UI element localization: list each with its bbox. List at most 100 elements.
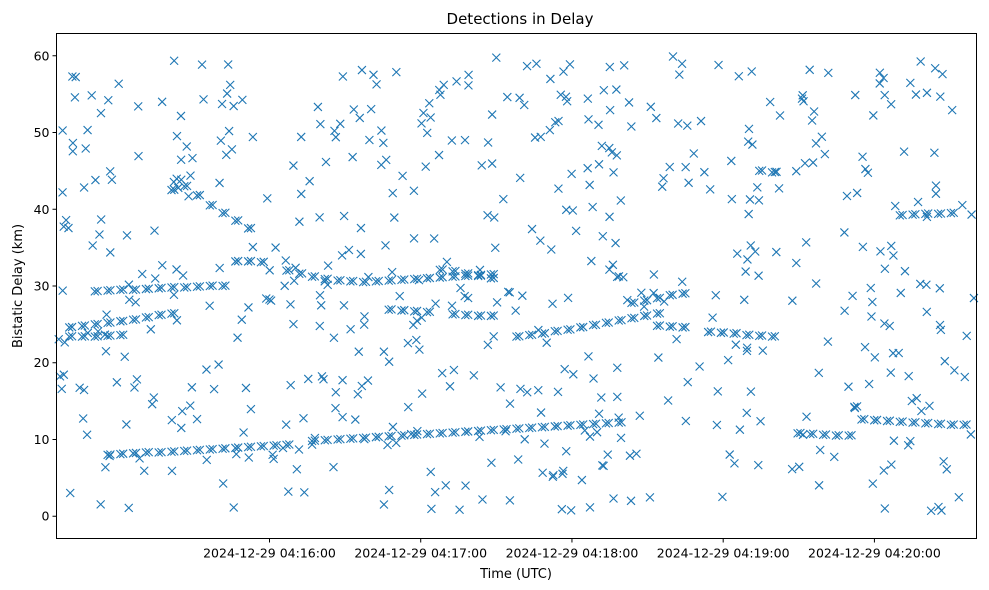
detection-point bbox=[445, 381, 455, 391]
detection-point bbox=[144, 312, 154, 322]
detection-point bbox=[850, 90, 860, 100]
detection-point bbox=[319, 374, 328, 384]
detection-point bbox=[548, 472, 558, 482]
detection-point bbox=[556, 90, 566, 100]
detection-point bbox=[651, 113, 661, 123]
detection-point bbox=[80, 321, 90, 330]
detection-point bbox=[910, 209, 920, 219]
detection-point bbox=[895, 211, 905, 220]
detection-point bbox=[489, 332, 499, 341]
detection-point bbox=[712, 420, 722, 430]
y-tick-label: 20 bbox=[34, 355, 50, 370]
detection-point bbox=[807, 116, 817, 125]
detection-point bbox=[80, 331, 90, 341]
detection-point bbox=[464, 70, 473, 80]
detection-point bbox=[218, 444, 227, 454]
detection-point bbox=[67, 322, 77, 332]
detection-point bbox=[823, 68, 833, 78]
detection-point bbox=[805, 65, 815, 75]
y-tick-label: 50 bbox=[34, 125, 50, 140]
detection-point bbox=[681, 162, 691, 172]
detection-point bbox=[473, 271, 483, 281]
detection-point bbox=[612, 392, 622, 402]
detection-point bbox=[339, 211, 349, 221]
detection-point bbox=[882, 416, 892, 426]
detection-point bbox=[678, 289, 687, 299]
detection-point bbox=[568, 369, 578, 379]
detection-point bbox=[338, 375, 347, 385]
detection-point bbox=[653, 353, 663, 362]
detection-point bbox=[800, 158, 810, 168]
detection-point bbox=[665, 322, 675, 332]
detection-point bbox=[118, 330, 128, 340]
detection-point bbox=[614, 316, 624, 325]
detection-point bbox=[417, 389, 427, 399]
detection-point bbox=[741, 267, 751, 276]
detection-point bbox=[483, 210, 492, 220]
detection-point bbox=[566, 506, 576, 515]
detection-point bbox=[505, 399, 515, 409]
detection-point bbox=[323, 435, 332, 445]
y-tick-label: 10 bbox=[34, 432, 50, 447]
detection-point bbox=[489, 213, 499, 222]
detection-point bbox=[296, 132, 306, 142]
detection-point bbox=[695, 362, 704, 371]
detection-point bbox=[791, 166, 801, 176]
detection-point bbox=[169, 447, 179, 456]
detection-point bbox=[452, 77, 461, 86]
detection-point bbox=[870, 352, 880, 362]
detection-point bbox=[561, 92, 571, 102]
detection-point bbox=[65, 488, 75, 498]
detection-point bbox=[774, 184, 784, 193]
detection-point bbox=[131, 285, 141, 294]
detection-point bbox=[875, 79, 885, 88]
detection-point bbox=[131, 448, 141, 458]
detection-point bbox=[167, 309, 176, 319]
detection-point bbox=[437, 368, 447, 378]
detection-point bbox=[880, 504, 890, 513]
detection-point bbox=[383, 440, 392, 450]
detection-point bbox=[179, 283, 189, 292]
detection-point bbox=[93, 331, 102, 341]
detection-point bbox=[808, 429, 818, 439]
detection-point bbox=[604, 143, 614, 153]
detection-point bbox=[577, 475, 587, 485]
detection-point bbox=[384, 485, 394, 495]
detection-point bbox=[167, 466, 177, 476]
detection-point bbox=[246, 404, 256, 414]
detection-point bbox=[663, 396, 673, 405]
detection-point bbox=[124, 295, 134, 305]
detection-point bbox=[417, 118, 426, 128]
detection-point bbox=[434, 150, 444, 160]
x-axis-label: Time (UTC) bbox=[479, 567, 552, 582]
y-axis-label: Bistatic Delay (km) bbox=[11, 224, 26, 348]
detection-point bbox=[376, 160, 386, 170]
detection-point bbox=[585, 432, 595, 441]
detection-point bbox=[840, 306, 849, 316]
detection-point bbox=[898, 210, 907, 220]
detection-point bbox=[289, 276, 299, 286]
detection-point bbox=[922, 307, 932, 317]
x-tick-label: 2024-12-29 04:19:00 bbox=[657, 546, 790, 561]
detection-point bbox=[739, 295, 749, 305]
detection-point bbox=[614, 418, 624, 427]
detection-point bbox=[169, 185, 179, 195]
detection-point bbox=[447, 136, 457, 145]
detection-point bbox=[515, 173, 525, 183]
detection-point bbox=[116, 449, 125, 459]
detection-point bbox=[939, 456, 949, 466]
detection-point bbox=[705, 184, 715, 194]
detection-point bbox=[585, 180, 595, 190]
detection-point bbox=[921, 418, 930, 428]
detection-point bbox=[202, 365, 211, 374]
detection-point bbox=[483, 138, 493, 147]
detection-point bbox=[172, 315, 182, 325]
detection-point bbox=[93, 319, 102, 329]
y-tick-label: 30 bbox=[34, 279, 50, 294]
detection-point bbox=[565, 59, 575, 69]
detection-point bbox=[331, 387, 341, 397]
detection-point bbox=[248, 132, 258, 142]
detection-point bbox=[657, 182, 667, 192]
detection-point bbox=[672, 334, 681, 344]
detection-point bbox=[195, 281, 205, 291]
